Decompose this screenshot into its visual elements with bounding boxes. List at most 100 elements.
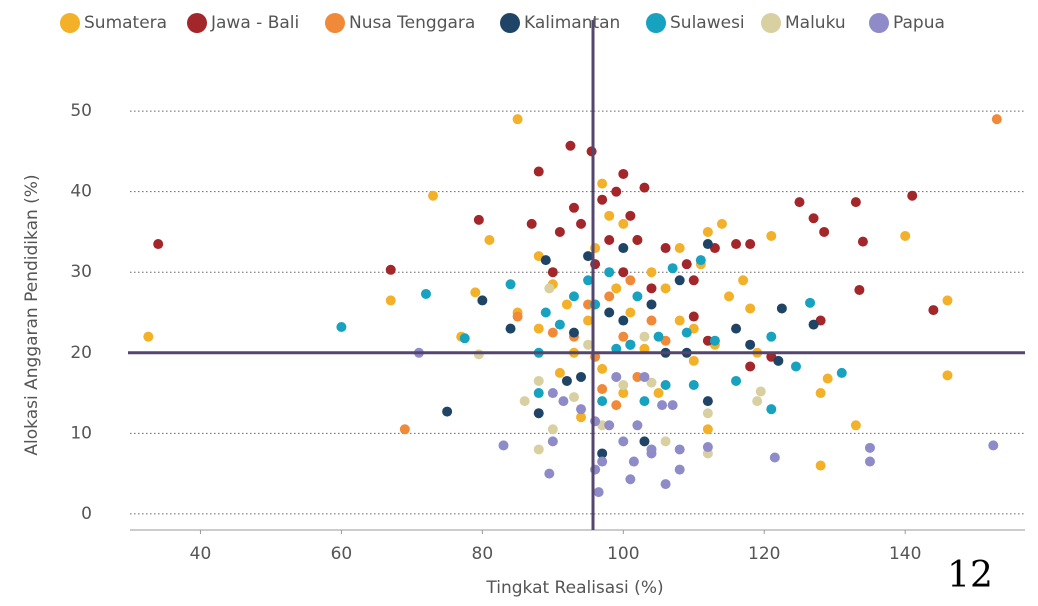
point bbox=[773, 355, 784, 366]
y-tick-label: 0 bbox=[81, 504, 92, 524]
point bbox=[808, 213, 819, 224]
point bbox=[611, 371, 622, 382]
point bbox=[576, 412, 587, 423]
point bbox=[660, 243, 671, 254]
point bbox=[547, 424, 558, 435]
point bbox=[702, 239, 713, 250]
point bbox=[688, 275, 699, 286]
point bbox=[695, 255, 706, 266]
point bbox=[583, 251, 594, 262]
point bbox=[766, 404, 777, 415]
point bbox=[653, 331, 664, 342]
point bbox=[568, 327, 579, 338]
point bbox=[745, 361, 756, 372]
point bbox=[639, 343, 650, 354]
point bbox=[674, 444, 685, 455]
point bbox=[618, 168, 629, 179]
point bbox=[688, 355, 699, 366]
point bbox=[639, 182, 650, 193]
y-tick-label: 20 bbox=[70, 343, 92, 363]
point bbox=[755, 386, 766, 397]
point bbox=[660, 436, 671, 447]
point bbox=[688, 311, 699, 322]
point bbox=[554, 319, 565, 330]
point bbox=[611, 283, 622, 294]
point bbox=[533, 388, 544, 399]
point bbox=[857, 236, 868, 247]
point bbox=[646, 315, 657, 326]
point bbox=[385, 264, 396, 275]
point bbox=[625, 275, 636, 286]
point bbox=[822, 373, 833, 384]
point bbox=[657, 400, 668, 411]
point bbox=[653, 388, 664, 399]
point bbox=[942, 370, 953, 381]
point bbox=[752, 396, 763, 407]
point bbox=[547, 436, 558, 447]
point bbox=[681, 259, 692, 270]
point bbox=[769, 452, 780, 463]
point bbox=[702, 335, 713, 346]
point bbox=[576, 404, 587, 415]
point bbox=[544, 283, 555, 294]
point bbox=[776, 303, 787, 314]
legend-swatch bbox=[646, 13, 666, 33]
point bbox=[709, 335, 720, 346]
point bbox=[470, 287, 481, 298]
point bbox=[702, 424, 713, 435]
point bbox=[533, 375, 544, 386]
point bbox=[731, 239, 742, 250]
point bbox=[819, 226, 830, 237]
point bbox=[597, 363, 608, 374]
point bbox=[604, 291, 615, 302]
point bbox=[625, 210, 636, 221]
point bbox=[702, 408, 713, 419]
point bbox=[988, 440, 999, 451]
point bbox=[526, 218, 537, 229]
x-tick-label: 120 bbox=[748, 544, 780, 564]
point bbox=[547, 327, 558, 338]
point bbox=[794, 197, 805, 208]
point bbox=[618, 436, 629, 447]
point bbox=[544, 468, 555, 479]
point bbox=[561, 299, 572, 310]
point bbox=[808, 319, 819, 330]
point bbox=[625, 307, 636, 318]
point bbox=[604, 420, 615, 431]
point bbox=[547, 267, 558, 278]
point bbox=[512, 311, 523, 322]
point bbox=[731, 323, 742, 334]
x-axis-label: Tingkat Realisasi (%) bbox=[485, 578, 663, 598]
y-axis-label: Alokasi Anggaran Pendidikan (%) bbox=[22, 174, 42, 455]
point bbox=[618, 331, 629, 342]
point bbox=[604, 307, 615, 318]
point bbox=[604, 235, 615, 245]
point bbox=[864, 442, 875, 453]
point bbox=[674, 464, 685, 475]
point bbox=[731, 375, 742, 386]
point bbox=[533, 408, 544, 419]
point bbox=[611, 400, 622, 411]
point bbox=[907, 190, 918, 201]
point bbox=[558, 396, 569, 407]
point bbox=[618, 388, 629, 399]
point bbox=[815, 388, 826, 399]
y-tick-label: 50 bbox=[70, 101, 92, 121]
legend-swatch bbox=[60, 13, 80, 33]
point bbox=[428, 190, 439, 201]
point bbox=[597, 384, 608, 395]
point bbox=[724, 291, 735, 302]
x-tick-label: 40 bbox=[190, 544, 212, 564]
legend-label: Maluku bbox=[785, 13, 846, 33]
page-number: 12 bbox=[947, 555, 993, 596]
point bbox=[639, 436, 650, 447]
point bbox=[674, 275, 685, 286]
point bbox=[477, 295, 488, 306]
point bbox=[815, 460, 826, 471]
point bbox=[628, 456, 639, 467]
point bbox=[618, 243, 629, 254]
point bbox=[667, 400, 678, 411]
point bbox=[473, 214, 484, 225]
point bbox=[745, 339, 756, 350]
point bbox=[639, 331, 650, 342]
